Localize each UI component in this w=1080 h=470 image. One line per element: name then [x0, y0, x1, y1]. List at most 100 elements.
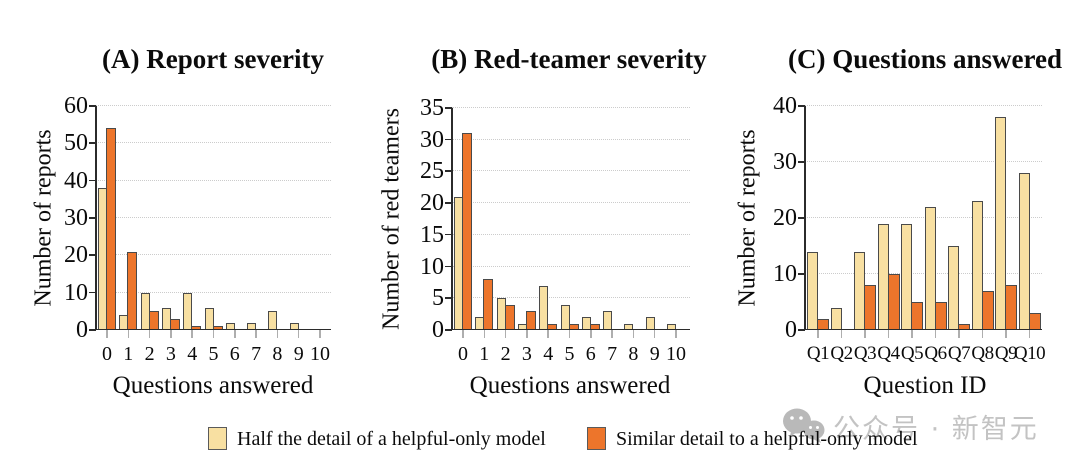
x-tick-label: 6: [229, 343, 240, 365]
chart-title-a: (A) Report severity: [102, 44, 324, 75]
y-tick-mark: [89, 291, 96, 294]
x-tick-label: 3: [521, 343, 532, 365]
x-tick-label: 10: [666, 343, 686, 365]
bar-similar-detail: [887, 274, 900, 330]
x-tick-mark: [276, 330, 279, 338]
y-tick-label: 35: [420, 95, 444, 121]
gridline: [452, 233, 690, 235]
x-tick-label: Q1: [806, 343, 830, 364]
legend-swatch-similar-detail: [587, 427, 606, 450]
x-tick-mark: [191, 330, 193, 338]
x-tick-label: Q2: [830, 343, 853, 364]
y-tick-label: 30: [773, 149, 797, 175]
gridline: [96, 179, 331, 181]
y-tick-label: 60: [64, 93, 88, 119]
y-tick-mark: [89, 217, 96, 219]
x-axis-line: [804, 328, 1042, 330]
x-tick-label: 10: [310, 343, 330, 365]
y-tick-label: 10: [420, 253, 444, 280]
x-tick-mark: [817, 330, 819, 338]
x-axis-label-a: Questions answered: [112, 372, 314, 399]
x-tick-label: Q8: [971, 343, 994, 364]
x-tick-label: 5: [208, 343, 219, 365]
y-tick-mark: [89, 179, 96, 182]
legend-label-half-detail: Half the detail of a helpful-only model: [237, 428, 546, 450]
gridline: [452, 170, 690, 172]
x-tick-mark: [462, 330, 464, 338]
x-tick-label: 1: [479, 343, 490, 365]
gridline: [452, 265, 690, 267]
gridline: [96, 142, 331, 144]
gridline: [96, 291, 331, 293]
x-tick-label: 9: [649, 343, 660, 365]
y-tick-mark: [445, 265, 452, 268]
y-tick-label: 20: [64, 242, 88, 269]
gridline: [452, 297, 690, 299]
gridline: [452, 202, 690, 204]
x-tick-mark: [547, 330, 549, 338]
plot-area-c: 0 10 20 30 40 Q1 Q2 Q3 Q4 Q5 Q6 Q7 Q8 Q9 Q10: [773, 94, 1046, 364]
x-tick-label: 0: [458, 343, 468, 365]
x-tick-mark: [170, 330, 172, 338]
y-tick-label: 15: [420, 221, 444, 248]
x-tick-mark: [590, 330, 592, 338]
bar-similar-detail: [525, 310, 536, 330]
x-tick-mark: [632, 330, 635, 338]
plot-area-b: 0 5 10 15 20 25 30 35 0 1 2 3 4 5 6 7 8 9 10: [420, 96, 690, 365]
y-axis-line: [95, 106, 97, 330]
x-tick-label: 1: [123, 343, 134, 365]
x-tick-mark: [568, 330, 571, 338]
x-axis-line: [451, 328, 690, 330]
y-axis-line: [451, 108, 453, 330]
x-tick-mark: [504, 330, 507, 338]
y-tick-mark: [89, 329, 96, 331]
bar-half-detail: [948, 246, 959, 330]
chart-title-c: (C) Questions answered: [787, 44, 1063, 75]
x-tick-mark: [1028, 330, 1031, 338]
y-tick-label: 5: [432, 285, 444, 312]
y-tick-label: 40: [64, 167, 88, 194]
x-tick-label: 7: [251, 343, 262, 365]
y-tick-mark: [89, 142, 96, 144]
y-tick-label: 0: [785, 317, 797, 343]
bar-half-detail: [268, 311, 278, 330]
x-tick-mark: [255, 330, 257, 338]
x-tick-label: 4: [187, 343, 198, 365]
x-tick-label: 2: [144, 343, 155, 365]
x-axis-line: [95, 328, 331, 330]
gridline: [805, 217, 1042, 218]
bar-similar-detail: [911, 302, 923, 330]
bar-similar-detail: [934, 302, 947, 330]
gridline: [452, 107, 690, 108]
gridline: [805, 105, 1042, 106]
x-tick-mark: [611, 330, 613, 338]
x-tick-mark: [911, 330, 913, 338]
x-tick-mark: [212, 330, 215, 338]
bar-similar-detail: [483, 279, 494, 330]
x-tick-mark: [297, 330, 300, 338]
x-axis-label-b: Questions answered: [469, 372, 671, 399]
y-tick-mark: [798, 329, 805, 331]
bar-similar-detail: [981, 290, 994, 330]
y-tick-mark: [798, 161, 805, 163]
x-tick-label: Q6: [924, 343, 947, 364]
x-tick-label: Q10: [1013, 343, 1046, 364]
y-tick-label: 10: [64, 279, 88, 306]
y-tick-mark: [445, 329, 452, 331]
legend-swatch-half-detail: [208, 427, 227, 450]
x-tick-label: 9: [293, 343, 304, 365]
watermark: 公众号 · 新智元: [781, 406, 1039, 446]
x-tick-label: 6: [585, 343, 596, 365]
wechat-icon: [783, 408, 825, 443]
gridline: [805, 273, 1042, 274]
gridline: [96, 105, 331, 106]
y-tick-label: 20: [420, 190, 444, 217]
y-tick-mark: [89, 105, 96, 107]
x-tick-label: 7: [607, 343, 618, 365]
bar-similar-detail: [1028, 313, 1041, 330]
x-tick-label: 2: [500, 343, 511, 365]
bar-similar-detail: [462, 133, 472, 330]
x-tick-mark: [319, 330, 321, 338]
bar-similar-detail: [864, 285, 876, 330]
x-tick-label: 8: [272, 343, 283, 365]
